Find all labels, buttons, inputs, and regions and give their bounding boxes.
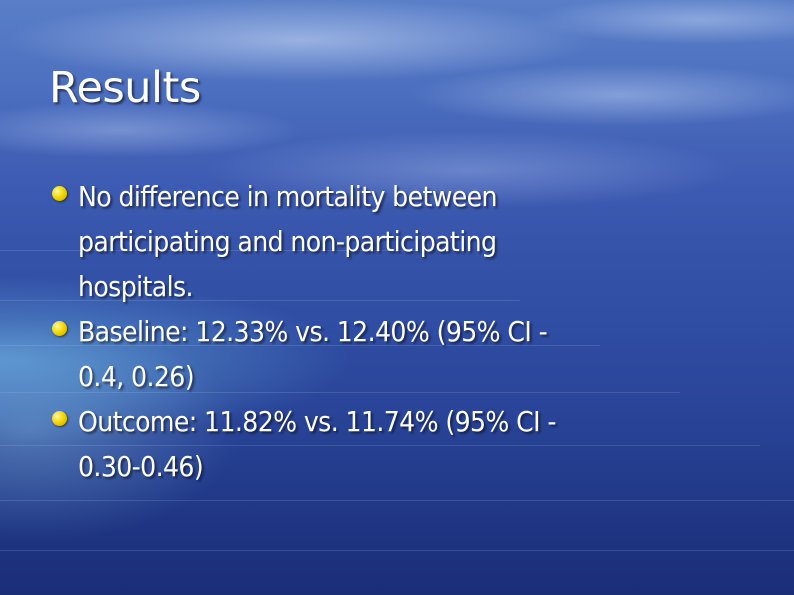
water-ripple bbox=[0, 445, 760, 446]
water-ripple bbox=[0, 500, 794, 501]
bullet-line: participating and non-participating bbox=[78, 225, 497, 258]
bullet-line: Outcome: 11.82% vs. 11.74% (95% CI - bbox=[78, 405, 556, 438]
bullet-line: Baseline: 12.33% vs. 12.40% (95% CI - bbox=[78, 315, 548, 348]
water-ripple bbox=[0, 250, 420, 251]
bullet-dot-icon bbox=[52, 411, 67, 426]
bullet-dot-icon bbox=[52, 186, 67, 201]
slide-title: Results bbox=[49, 63, 201, 113]
bullet-line: 0.30-0.46) bbox=[78, 450, 204, 483]
water-ripple bbox=[0, 300, 520, 301]
bullet-list: No difference in mortality between parti… bbox=[50, 174, 750, 489]
water-ripple bbox=[0, 550, 794, 551]
water-ripple bbox=[0, 345, 600, 346]
bullet-line: hospitals. bbox=[78, 270, 194, 303]
bullet-line: 0.4, 0.26) bbox=[78, 360, 195, 393]
bullet-item-mortality: No difference in mortality between parti… bbox=[50, 174, 750, 309]
bullet-line: No difference in mortality between bbox=[78, 180, 498, 213]
bullet-dot-icon bbox=[52, 321, 67, 336]
bullet-item-outcome: Outcome: 11.82% vs. 11.74% (95% CI - 0.3… bbox=[50, 399, 750, 489]
bullet-item-baseline: Baseline: 12.33% vs. 12.40% (95% CI - 0.… bbox=[50, 309, 750, 399]
water-ripple bbox=[0, 392, 680, 393]
